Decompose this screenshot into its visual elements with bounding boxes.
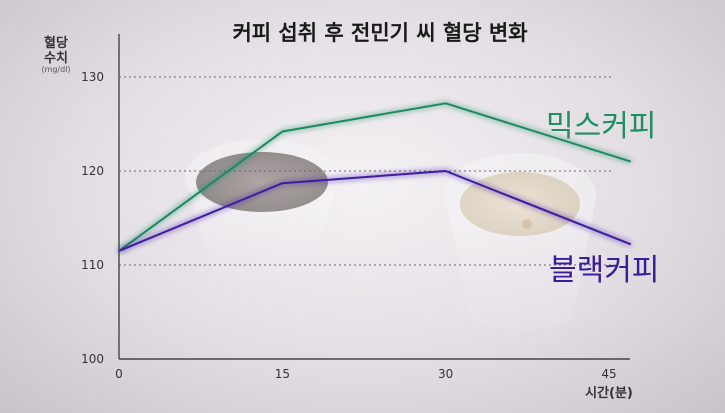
y-tick-label-110: 110 (81, 258, 104, 272)
y-tick-label-100: 100 (81, 352, 104, 366)
series-label-mix-coffee: 믹스커피 (546, 109, 656, 144)
series-line-mix-coffee (118, 102, 632, 252)
series-label-black-coffee: 블랙커피 (549, 253, 659, 288)
y-axis-label-line1: 혈당 (44, 35, 68, 51)
x-tick-label-0: 0 (115, 367, 123, 381)
series-layer (118, 102, 632, 252)
black-coffee-cup-image (185, 139, 339, 287)
y-tick-label-120: 120 (81, 164, 104, 178)
x-tick-label-45: 45 (601, 367, 616, 381)
chart-title: 커피 섭취 후 전민기 씨 혈당 변화 (232, 21, 528, 45)
axes-layer (118, 34, 630, 360)
x-axis-label: 시간(분) (585, 385, 633, 401)
grid-layer (119, 76, 612, 266)
y-axis-label-line2: 수치 (44, 50, 68, 66)
x-tick-label-15: 15 (275, 367, 290, 381)
x-tick-label-30: 30 (438, 367, 453, 381)
y-tick-label-130: 130 (81, 70, 104, 84)
series-line-black-coffee (118, 170, 632, 252)
ticks-layer: 100 110 120 130 0 15 30 45 (81, 70, 617, 381)
y-axis-unit: (mg/dl) (41, 65, 70, 74)
